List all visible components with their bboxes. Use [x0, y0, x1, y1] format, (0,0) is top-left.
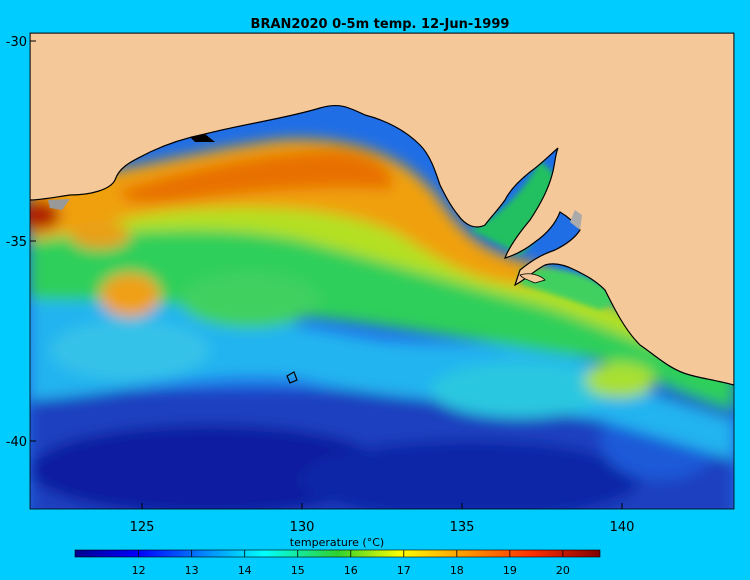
- x-axis: 125 130 135 140: [130, 503, 635, 535]
- plot-frame: [29, 32, 735, 510]
- x-tick-label: 140: [610, 520, 635, 535]
- colorbar-tick-label: 12: [132, 564, 146, 577]
- heatmap-field: [30, 33, 734, 509]
- land-mass: [30, 33, 734, 386]
- y-tick-label: -30: [6, 35, 27, 50]
- colorbar-tick-label: 20: [556, 564, 570, 577]
- colorbar-tick-label: 14: [238, 564, 252, 577]
- chart-title: BRAN2020 0-5m temp. 12-Jun-1999: [251, 17, 510, 32]
- colorbar-tick-label: 16: [344, 564, 358, 577]
- y-tick-label: -35: [6, 235, 27, 250]
- x-tick-label: 130: [290, 520, 315, 535]
- colorbar-tick-label: 15: [291, 564, 305, 577]
- x-tick-label: 135: [450, 520, 475, 535]
- colorbar-ticks: 12 13 14 15 16 17 18 19 20: [132, 550, 570, 577]
- colorbar-tick-label: 18: [450, 564, 464, 577]
- y-tick-label: -40: [6, 435, 27, 450]
- colorbar-tick-label: 17: [397, 564, 411, 577]
- colorbar-tick-label: 13: [185, 564, 199, 577]
- x-tick-label: 125: [130, 520, 155, 535]
- colorbar: [74, 549, 601, 558]
- colorbar-label: temperature (°C): [290, 536, 384, 549]
- y-axis: -30 -35 -40: [6, 35, 36, 450]
- colorbar-tick-label: 19: [503, 564, 517, 577]
